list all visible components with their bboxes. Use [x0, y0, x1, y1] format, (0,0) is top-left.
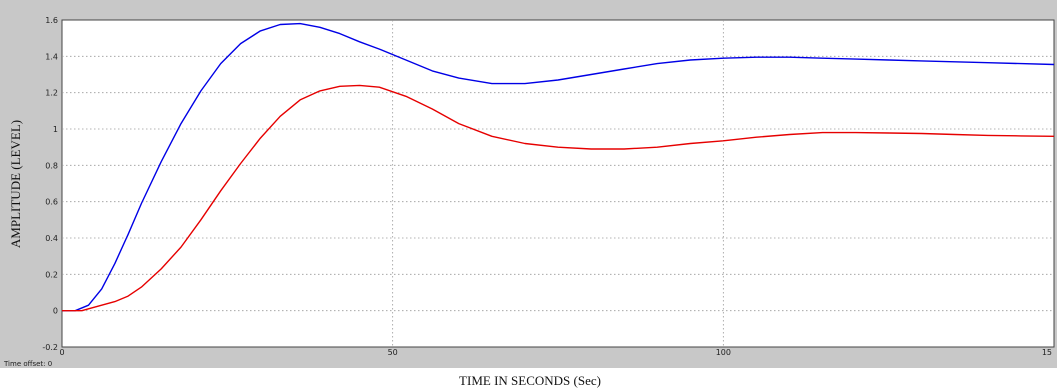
x-tick-label: 50 [388, 348, 398, 357]
plot-area [61, 19, 1055, 348]
x-axis-title: TIME IN SECONDS (Sec) [459, 373, 601, 388]
y-tick-label: 1.6 [45, 16, 58, 25]
y-tick-label: 0.6 [45, 198, 58, 207]
y-tick-label: 0.4 [45, 234, 58, 243]
tick-layer: -0.200.20.40.60.811.21.41.60 50 100 15 [42, 16, 1052, 357]
y-tick-label: 1.4 [45, 52, 58, 61]
grid-layer [62, 20, 1054, 347]
series-line-1 [62, 22, 1055, 312]
y-tick-label: -0.2 [42, 343, 58, 352]
x-tick-label: 15 [1042, 348, 1052, 357]
y-tick-label: 0.8 [45, 161, 58, 170]
series-line-2 [62, 84, 1055, 312]
x-tick-label: 0 [59, 348, 64, 357]
y-tick-label: 0.2 [45, 270, 58, 279]
y-tick-label: 0 [53, 307, 58, 316]
series-layer [62, 22, 1055, 312]
y-tick-label: 1 [53, 125, 58, 134]
x-tick-label: 100 [716, 348, 731, 357]
y-axis-title: AMPLITUDE (LEVEL) [8, 120, 23, 248]
y-tick-label: 1.2 [45, 89, 58, 98]
time-offset-label: Time offset: 0 [3, 360, 52, 368]
